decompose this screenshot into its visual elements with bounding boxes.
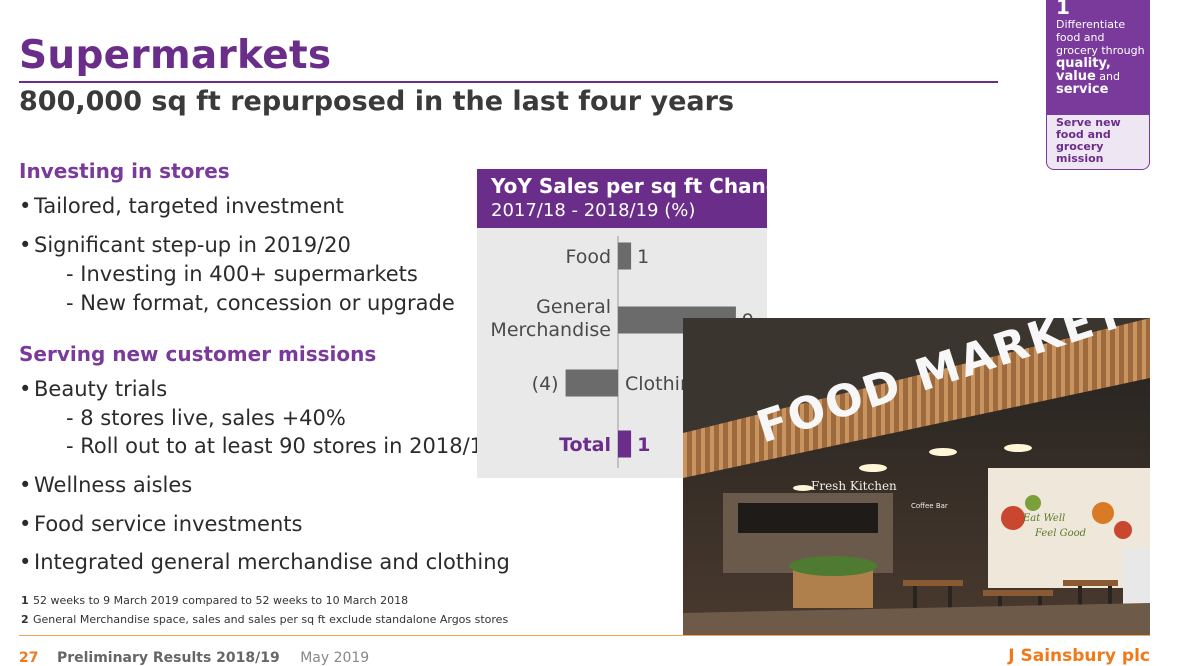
chart-header: YoY Sales per sq ft Change1,2 2017/18 - … xyxy=(477,169,810,228)
chart-category-label: Total xyxy=(559,434,611,456)
chart-category-label: General xyxy=(536,296,611,318)
chart-bar-clothing xyxy=(565,369,618,397)
chart-value-label: 1 xyxy=(637,434,650,456)
chart-title: YoY Sales per sq ft Change1,2 xyxy=(491,174,810,198)
chart-title-footnote-ref: 1,2 xyxy=(793,179,810,189)
section-heading-missions: Serving new customer missions xyxy=(19,342,377,366)
chart-value-label: 1 xyxy=(637,246,649,268)
sub-bullet-item: - New format, concession or upgrade xyxy=(66,291,455,315)
bullet-item: • Significant step-up in 2019/20 xyxy=(19,233,351,257)
mural-text-1: Eat Well xyxy=(1022,513,1065,524)
footnote-2: 2 General Merchandise space, sales and sa… xyxy=(21,613,509,626)
presentation-title: Preliminary Results 2018/19 xyxy=(56,650,280,666)
page-number: 27 xyxy=(19,650,39,666)
chart-bar-total xyxy=(618,430,632,458)
sub-bullet-item: - 8 stores live, sales +40% xyxy=(66,406,346,430)
chart-category-label: Merchandise xyxy=(490,319,611,341)
badge-mission-text: Serve new food and grocery mission xyxy=(1056,116,1121,165)
footer-divider xyxy=(19,635,1150,636)
bullet-item: • Food service investments xyxy=(19,512,303,536)
badge-text: Differentiate food and grocery through q… xyxy=(1056,18,1145,97)
footnote-1: 1 52 weeks to 9 March 2019 compared to 52… xyxy=(21,594,409,607)
chart-bar-food xyxy=(618,242,632,270)
title-divider xyxy=(19,81,998,83)
chart-canvas: Food1GeneralMerchandise9Clothing(4)Total… xyxy=(490,236,754,468)
badge-number: 1 xyxy=(1056,0,1070,16)
page-title: Supermarkets xyxy=(19,33,332,78)
footer-info: 27 Preliminary Results 2018/19 May 2019 xyxy=(19,650,369,666)
bullet-item: • Beauty trials xyxy=(19,377,168,401)
chart-value-label: (4) xyxy=(532,373,559,395)
coffee-bar-sign: Coffee Bar xyxy=(911,502,948,510)
bullet-item: • Tailored, targeted investment xyxy=(19,194,344,218)
bullet-item: • Integrated general merchandise and clot… xyxy=(19,550,510,574)
page-subtitle: 800,000 sq ft repurposed in the last fou… xyxy=(19,86,735,117)
section-heading-investing: Investing in stores xyxy=(19,159,230,183)
food-market-photo: FOOD MARKET Fresh Kitchen Coffee Bar Eat… xyxy=(683,318,1150,636)
company-logo: J Sainsbury plc xyxy=(1008,646,1150,666)
presentation-date: May 2019 xyxy=(300,650,370,666)
mural-text-2: Feel Good xyxy=(1034,528,1086,539)
sub-bullet-item: - Roll out to at least 90 stores in 2018… xyxy=(66,434,497,458)
bullet-item: • Wellness aisles xyxy=(19,473,193,497)
chart-category-label: Food xyxy=(565,246,611,268)
sub-bullet-item: - Investing in 400+ supermarkets xyxy=(66,262,418,286)
fresh-kitchen-sign: Fresh Kitchen xyxy=(811,479,897,493)
chart-subtitle: 2017/18 - 2018/19 (%) xyxy=(491,200,696,221)
strategy-badge: 1 Differentiate food and grocery through… xyxy=(1046,0,1150,170)
